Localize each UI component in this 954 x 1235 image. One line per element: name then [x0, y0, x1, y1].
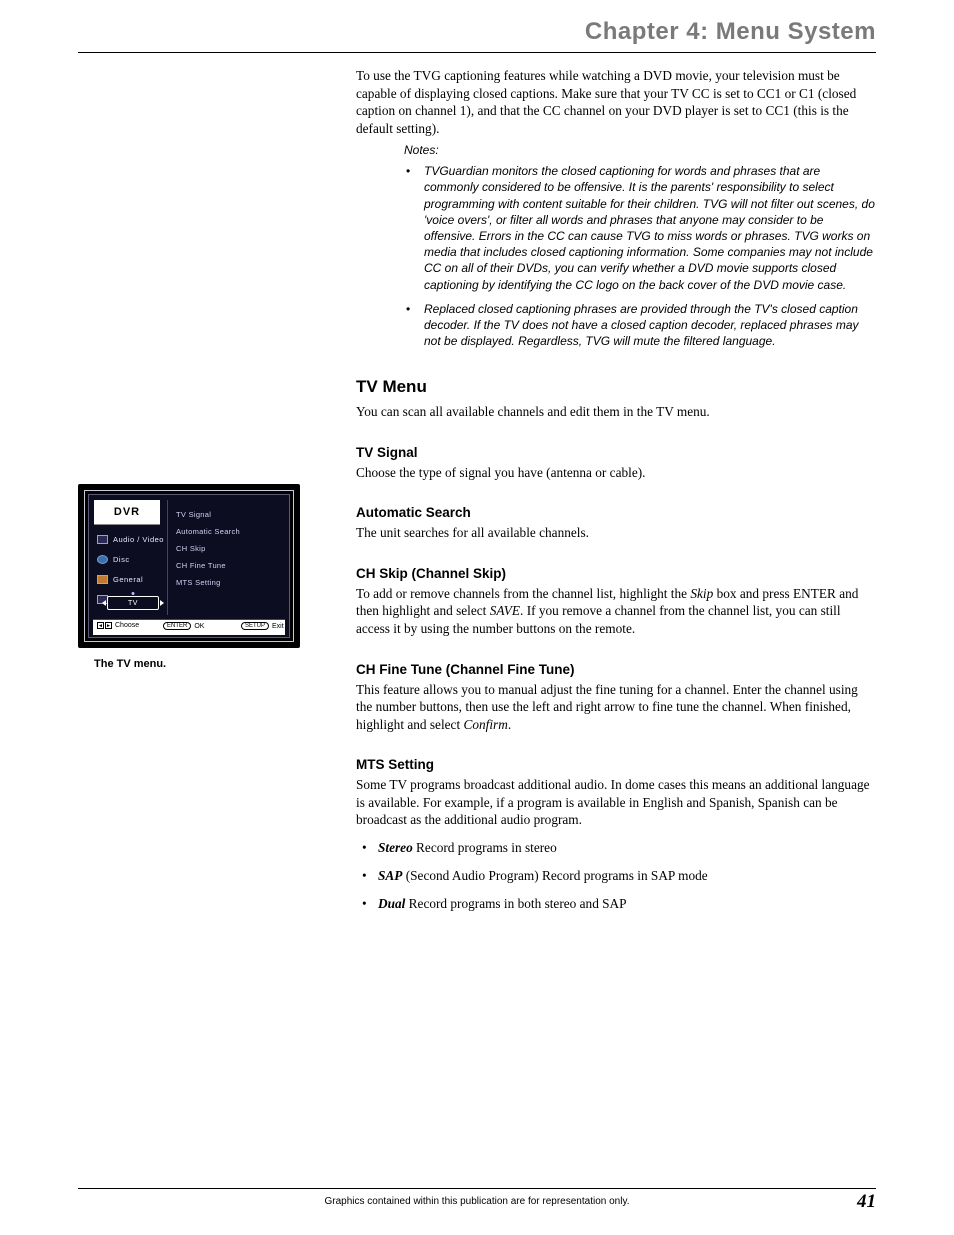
dvr-bottom-bar: ◄►Choose ENTEROK SETUPExit	[93, 619, 285, 635]
page-number: 41	[857, 1191, 876, 1213]
av-icon	[97, 535, 108, 544]
note-item: Replaced closed captioning phrases are p…	[404, 301, 876, 350]
main-item-automatic-search[interactable]: Automatic Search	[168, 523, 285, 540]
mts-item: SAP (Second Audio Program) Record progra…	[356, 867, 876, 885]
figure-caption: The TV menu.	[94, 658, 300, 670]
setup-key-icon: SETUP	[241, 622, 269, 630]
hint-ok: ENTEROK	[163, 622, 204, 630]
main-item-ch-fine-tune[interactable]: CH Fine Tune	[168, 557, 285, 574]
mts-rest: Record programs in both stereo and SAP	[405, 896, 626, 911]
side-label: TV	[128, 600, 138, 607]
footer-text: Graphics contained within this publicati…	[0, 1196, 954, 1207]
ch-skip-text: To add or remove channels from the chann…	[356, 585, 876, 638]
main-item-tv-signal[interactable]: TV Signal	[168, 506, 285, 523]
main-item-ch-skip[interactable]: CH Skip	[168, 540, 285, 557]
ch-fine-tune-heading: CH Fine Tune (Channel Fine Tune)	[356, 662, 876, 677]
dvr-frame: DVR Audio / Video Disc General TV TV Sig…	[78, 484, 300, 648]
main-item-mts-setting[interactable]: MTS Setting	[168, 574, 285, 591]
side-item-general[interactable]: General	[89, 569, 167, 589]
text: To add or remove channels from the chann…	[356, 586, 690, 601]
tv-signal-text: Choose the type of signal you have (ante…	[356, 464, 876, 482]
mts-setting-text: Some TV programs broadcast additional au…	[356, 776, 876, 829]
intro-paragraph: To use the TVG captioning features while…	[356, 67, 876, 137]
disc-icon	[97, 555, 108, 564]
hint-label: OK	[194, 623, 204, 630]
dvr-inner: DVR Audio / Video Disc General TV TV Sig…	[88, 494, 290, 638]
emphasis: Skip	[690, 586, 713, 601]
emphasis: Confirm	[463, 717, 507, 732]
mts-item: Dual Record programs in both stereo and …	[356, 895, 876, 913]
text: This feature allows you to manual adjust…	[356, 682, 858, 732]
tv-signal-heading: TV Signal	[356, 445, 876, 460]
hint-exit: SETUPExit	[241, 622, 284, 630]
footer-divider	[78, 1188, 876, 1189]
wrench-icon	[97, 575, 108, 584]
dvr-main-list: TV Signal Automatic Search CH Skip CH Fi…	[167, 500, 285, 615]
divider	[94, 524, 160, 525]
arrow-keys-icon: ◄►	[97, 622, 112, 629]
side-label: Disc	[113, 555, 130, 564]
ch-skip-heading: CH Skip (Channel Skip)	[356, 566, 876, 581]
tv-menu-figure: DVR Audio / Video Disc General TV TV Sig…	[78, 484, 300, 670]
page: Chapter 4: Menu System To use the TVG ca…	[0, 0, 954, 1235]
ch-fine-tune-text: This feature allows you to manual adjust…	[356, 681, 876, 734]
notes-list: TVGuardian monitors the closed captionin…	[404, 163, 876, 349]
mts-lead: Stereo	[378, 840, 413, 855]
dvr-logo: DVR	[94, 500, 160, 524]
mts-list: Stereo Record programs in stereo SAP (Se…	[356, 839, 876, 913]
dvr-outline: DVR Audio / Video Disc General TV TV Sig…	[84, 490, 294, 642]
text: .	[508, 717, 511, 732]
side-label: Audio / Video	[113, 535, 164, 544]
automatic-search-heading: Automatic Search	[356, 505, 876, 520]
tv-menu-heading: TV Menu	[356, 377, 876, 397]
hint-label: Choose	[115, 622, 139, 629]
chapter-title: Chapter 4: Menu System	[78, 18, 876, 46]
enter-key-icon: ENTER	[163, 622, 191, 630]
content-column: To use the TVG captioning features while…	[356, 67, 876, 913]
side-item-disc[interactable]: Disc	[89, 549, 167, 569]
side-selected-pill: TV	[107, 596, 159, 610]
mts-rest: Record programs in stereo	[413, 840, 557, 855]
divider	[78, 52, 876, 53]
side-item-tv[interactable]: TV	[89, 589, 167, 609]
notes-label: Notes:	[404, 143, 876, 157]
mts-lead: SAP	[378, 868, 402, 883]
automatic-search-text: The unit searches for all available chan…	[356, 524, 876, 542]
hint-label: Exit	[272, 623, 284, 630]
mts-rest: (Second Audio Program) Record programs i…	[402, 868, 707, 883]
mts-item: Stereo Record programs in stereo	[356, 839, 876, 857]
emphasis: SAVE	[490, 603, 520, 618]
tv-menu-text: You can scan all available channels and …	[356, 403, 876, 421]
mts-setting-heading: MTS Setting	[356, 757, 876, 772]
side-label: General	[113, 575, 143, 584]
mts-lead: Dual	[378, 896, 405, 911]
side-item-audio-video[interactable]: Audio / Video	[89, 529, 167, 549]
dvr-side-nav: Audio / Video Disc General TV	[89, 529, 167, 609]
note-item: TVGuardian monitors the closed captionin…	[404, 163, 876, 293]
hint-choose: ◄►Choose	[97, 622, 139, 629]
